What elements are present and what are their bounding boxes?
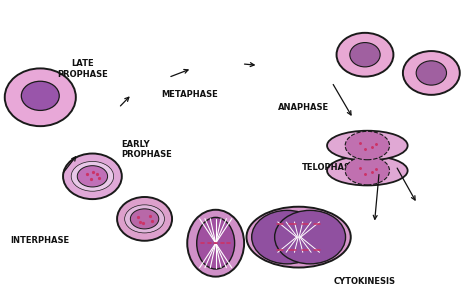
Ellipse shape bbox=[416, 61, 447, 85]
Ellipse shape bbox=[71, 161, 114, 191]
Text: METAPHASE: METAPHASE bbox=[161, 90, 218, 99]
Ellipse shape bbox=[63, 154, 122, 199]
Ellipse shape bbox=[130, 209, 159, 229]
Text: CYTOKINESIS: CYTOKINESIS bbox=[334, 277, 396, 286]
Ellipse shape bbox=[197, 217, 235, 269]
Text: LATE
PROPHASE: LATE PROPHASE bbox=[57, 59, 109, 79]
Ellipse shape bbox=[125, 205, 164, 233]
Ellipse shape bbox=[21, 81, 59, 110]
Text: TELOPHASE: TELOPHASE bbox=[302, 163, 357, 172]
Ellipse shape bbox=[345, 157, 390, 185]
Ellipse shape bbox=[187, 210, 244, 277]
Ellipse shape bbox=[345, 131, 390, 160]
Ellipse shape bbox=[327, 156, 408, 185]
Ellipse shape bbox=[403, 51, 460, 95]
Text: INTERPHASE: INTERPHASE bbox=[11, 236, 70, 245]
Text: EARLY
PROPHASE: EARLY PROPHASE bbox=[121, 140, 172, 159]
Text: ANAPHASE: ANAPHASE bbox=[278, 103, 329, 112]
Ellipse shape bbox=[246, 207, 351, 268]
Ellipse shape bbox=[350, 43, 380, 67]
Ellipse shape bbox=[327, 131, 408, 161]
Ellipse shape bbox=[117, 197, 172, 241]
Ellipse shape bbox=[77, 166, 108, 187]
Ellipse shape bbox=[274, 210, 346, 264]
Ellipse shape bbox=[5, 68, 76, 126]
Ellipse shape bbox=[252, 210, 323, 264]
Ellipse shape bbox=[337, 33, 393, 77]
